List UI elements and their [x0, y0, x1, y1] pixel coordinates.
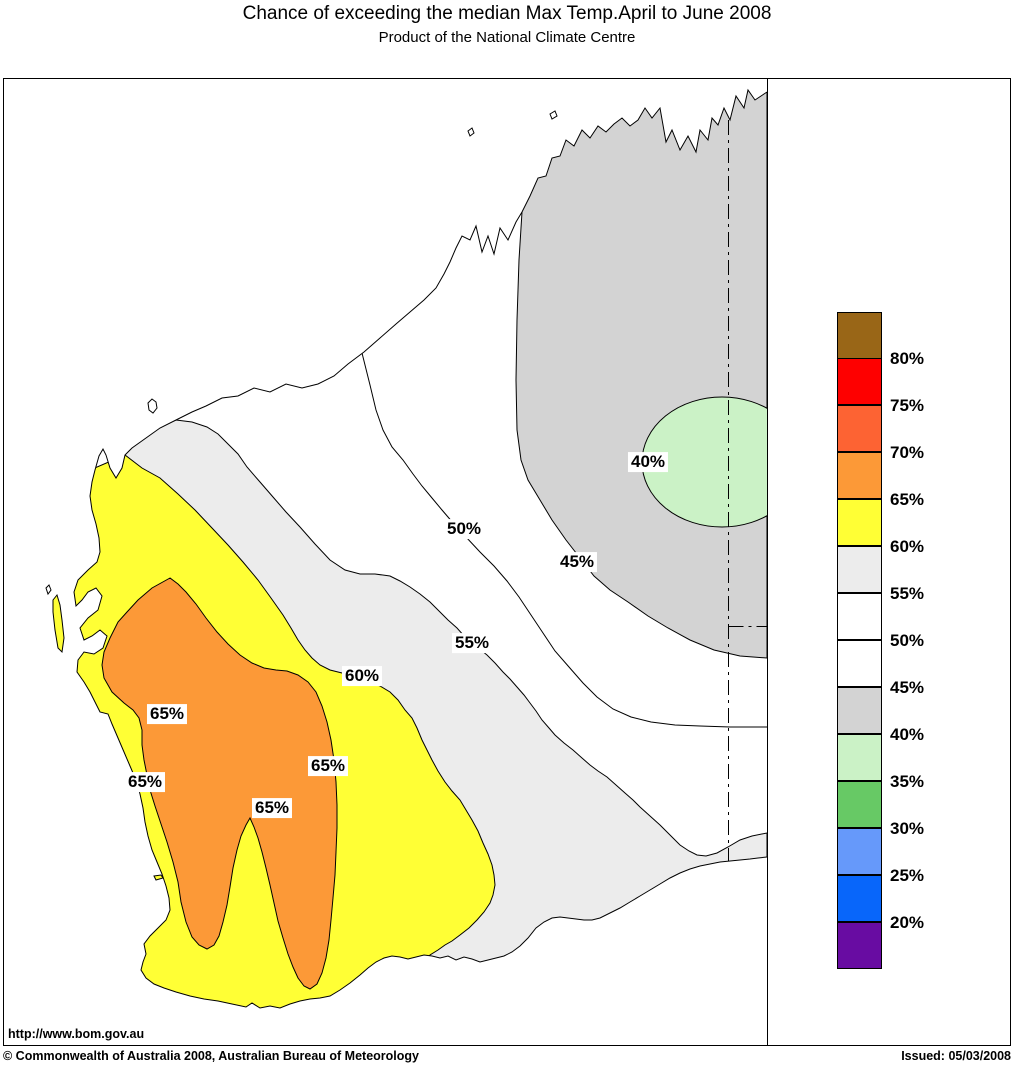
contour-label-45-2: 45%	[556, 552, 598, 572]
legend-label-65: 65%	[890, 490, 925, 509]
contour-label-65-6: 65%	[124, 772, 166, 792]
island-small-west	[45, 584, 52, 596]
island-rottnest	[153, 874, 164, 881]
legend-label-45: 45%	[890, 678, 925, 697]
region-65-70	[101, 577, 338, 990]
bom-url-text: http://www.bom.gov.au	[8, 1027, 145, 1041]
legend-label-25: 25%	[890, 866, 925, 885]
legend-label-70: 70%	[890, 443, 925, 462]
island-barrow	[147, 398, 158, 414]
island-shark-bay-spit	[52, 593, 65, 654]
legend-swatch-6	[837, 593, 882, 640]
legend-swatch-8	[837, 687, 882, 734]
coastline	[73, 88, 768, 1009]
legend-swatch-1	[837, 358, 882, 405]
issued-text: Issued: 05/03/2008	[901, 1049, 1011, 1063]
page-title: Chance of exceeding the median Max Temp.…	[242, 3, 772, 24]
legend-label-50: 50%	[890, 631, 925, 650]
map-frame	[3, 78, 1011, 1046]
contour-label-65-5: 65%	[146, 704, 188, 724]
contour-label-40-0: 40%	[627, 452, 669, 472]
copyright-text: © Commonwealth of Australia 2008, Austra…	[3, 1049, 419, 1063]
legend-swatch-2	[837, 405, 882, 452]
contour-label-50-1: 50%	[443, 519, 485, 539]
legend-swatch-5	[837, 546, 882, 593]
legend-swatch-0	[837, 312, 882, 359]
legend-swatch-4	[837, 499, 882, 546]
legend-swatch-9	[837, 734, 882, 781]
page-subtitle: Product of the National Climate Centre	[378, 29, 636, 46]
legend-swatch-10	[837, 781, 882, 828]
legend-label-40: 40%	[890, 725, 925, 744]
contour-label-65-7: 65%	[307, 756, 349, 776]
legend-label-80: 80%	[890, 349, 925, 368]
contour-label-55-3: 55%	[451, 633, 493, 653]
island-kimberley-2	[467, 127, 475, 137]
legend-label-60: 60%	[890, 537, 925, 556]
contour-50-line	[361, 352, 767, 728]
legend-label-75: 75%	[890, 396, 925, 415]
legend-swatch-3	[837, 452, 882, 499]
legend-label-30: 30%	[890, 819, 925, 838]
legend-swatch-13	[837, 922, 882, 969]
contour-label-65-8: 65%	[251, 798, 293, 818]
legend-label-55: 55%	[890, 584, 925, 603]
legend-swatch-12	[837, 875, 882, 922]
island-kimberley-1	[549, 110, 558, 120]
legend-label-20: 20%	[890, 913, 925, 932]
legend-swatch-11	[837, 828, 882, 875]
legend-label-35: 35%	[890, 772, 925, 791]
contour-label-60-4: 60%	[341, 666, 383, 686]
legend-swatch-7	[837, 640, 882, 687]
